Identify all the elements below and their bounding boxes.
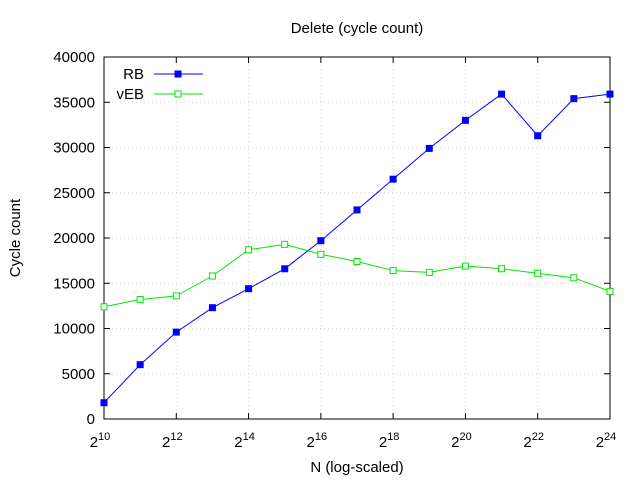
x-tick-label: 212 xyxy=(162,431,183,451)
y-tick-label: 10000 xyxy=(53,321,95,338)
y-tick-label: 0 xyxy=(87,411,95,428)
data-point xyxy=(353,206,361,214)
legend: RB vEB xyxy=(116,66,203,103)
data-point xyxy=(425,144,433,152)
data-point xyxy=(172,328,180,336)
series-RB xyxy=(100,90,614,407)
data-point xyxy=(172,292,180,300)
data-point xyxy=(461,116,469,124)
y-tick-label: 25000 xyxy=(53,185,95,202)
data-point xyxy=(570,95,578,103)
y-tick-label: 20000 xyxy=(53,230,95,247)
legend-label: RB xyxy=(123,66,144,83)
y-tick-label: 35000 xyxy=(53,94,95,111)
data-point xyxy=(245,246,253,254)
data-point xyxy=(534,269,542,277)
data-point xyxy=(389,175,397,183)
x-tick-label: 214 xyxy=(234,431,255,451)
data-point xyxy=(100,303,108,311)
chart-title: Delete (cycle count) xyxy=(291,20,424,37)
series-vEB xyxy=(100,240,614,311)
y-tick-label: 5000 xyxy=(62,366,95,383)
data-point xyxy=(606,287,614,295)
data-point xyxy=(461,262,469,270)
x-tick-label: 210 xyxy=(90,431,111,451)
data-point xyxy=(317,237,325,245)
series xyxy=(100,90,614,407)
legend-marker xyxy=(174,90,182,98)
data-point xyxy=(208,272,216,280)
data-point xyxy=(317,250,325,258)
data-point xyxy=(353,258,361,266)
series-line xyxy=(103,243,611,308)
x-tick-label: 216 xyxy=(307,431,328,451)
data-point xyxy=(245,285,253,293)
data-point xyxy=(534,132,542,140)
data-point xyxy=(208,304,216,312)
y-tick-label: 15000 xyxy=(53,275,95,292)
data-point xyxy=(281,240,289,248)
x-tick-label: 220 xyxy=(451,431,472,451)
data-point xyxy=(570,274,578,282)
series-line xyxy=(103,93,611,404)
data-point xyxy=(389,267,397,275)
y-axis-label: Cycle count xyxy=(7,198,24,277)
data-point xyxy=(281,265,289,273)
y-tick-label: 30000 xyxy=(53,140,95,157)
axis-ticks: 0 5000 10000 15000 20000 25000 30000 35000 40000… xyxy=(53,49,616,451)
x-tick-label: 218 xyxy=(379,431,400,451)
data-point xyxy=(606,90,614,98)
legend-marker xyxy=(174,70,182,78)
x-tick-label: 222 xyxy=(523,431,544,451)
legend-entry: RB xyxy=(123,66,203,83)
data-point xyxy=(498,90,506,98)
data-point xyxy=(100,399,108,407)
y-tick-label: 40000 xyxy=(53,49,95,66)
data-point xyxy=(136,361,144,369)
grid xyxy=(104,57,610,419)
data-point xyxy=(498,265,506,273)
data-point xyxy=(136,296,144,304)
data-point xyxy=(425,268,433,276)
legend-entry: vEB xyxy=(116,86,203,103)
x-axis-label: N (log-scaled) xyxy=(310,459,403,476)
x-tick-label: 224 xyxy=(596,431,617,451)
legend-label: vEB xyxy=(116,86,144,103)
